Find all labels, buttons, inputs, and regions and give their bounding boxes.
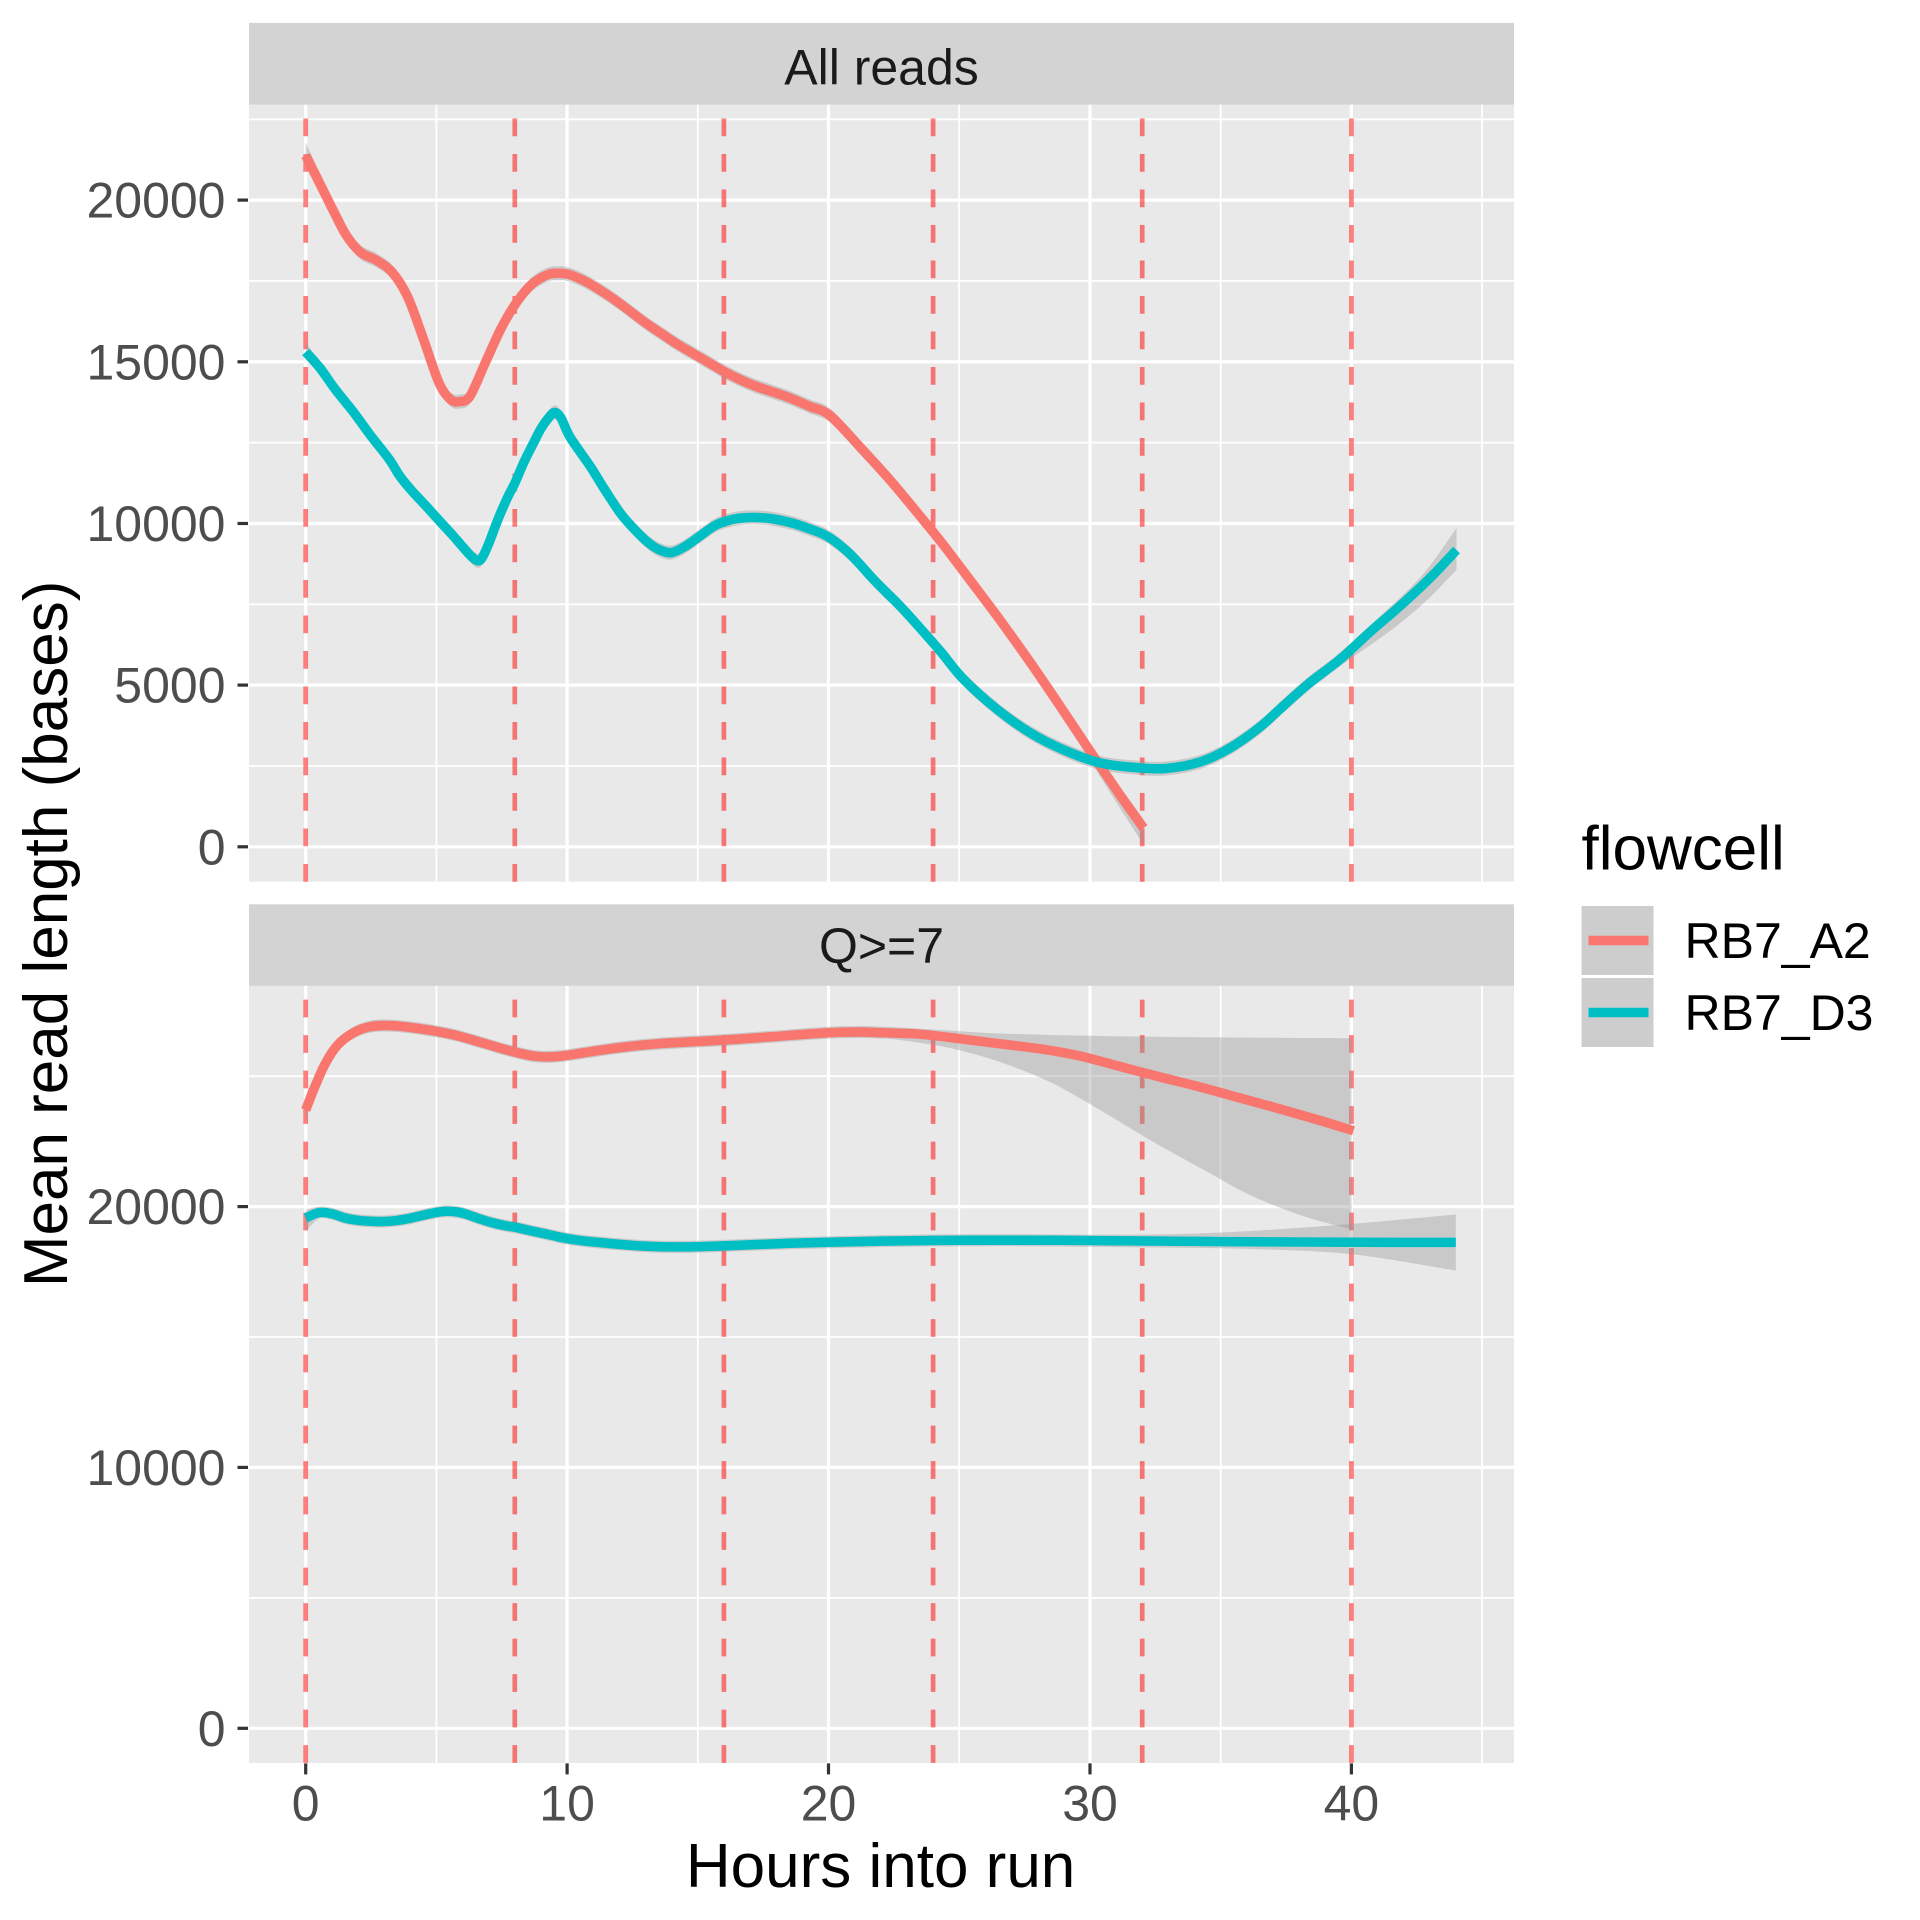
svg-text:20000: 20000 (86, 173, 225, 229)
svg-text:RB7_A2: RB7_A2 (1685, 913, 1871, 969)
svg-text:Hours into run: Hours into run (686, 1832, 1075, 1901)
svg-text:20: 20 (801, 1776, 857, 1832)
svg-text:0: 0 (198, 819, 226, 875)
svg-text:10000: 10000 (86, 496, 225, 552)
svg-text:15000: 15000 (86, 334, 225, 390)
svg-text:flowcell: flowcell (1582, 815, 1785, 884)
svg-text:20000: 20000 (86, 1179, 225, 1235)
svg-text:RB7_D3: RB7_D3 (1685, 985, 1874, 1041)
svg-text:0: 0 (292, 1776, 320, 1832)
svg-text:Q>=7: Q>=7 (819, 918, 944, 974)
svg-text:Mean read length (bases): Mean read length (bases) (12, 581, 81, 1288)
svg-text:10000: 10000 (86, 1440, 225, 1496)
svg-text:All reads: All reads (784, 39, 979, 95)
svg-text:40: 40 (1324, 1776, 1380, 1832)
svg-text:5000: 5000 (114, 658, 225, 714)
svg-text:30: 30 (1062, 1776, 1118, 1832)
svg-text:0: 0 (198, 1701, 226, 1757)
svg-text:10: 10 (539, 1776, 595, 1832)
